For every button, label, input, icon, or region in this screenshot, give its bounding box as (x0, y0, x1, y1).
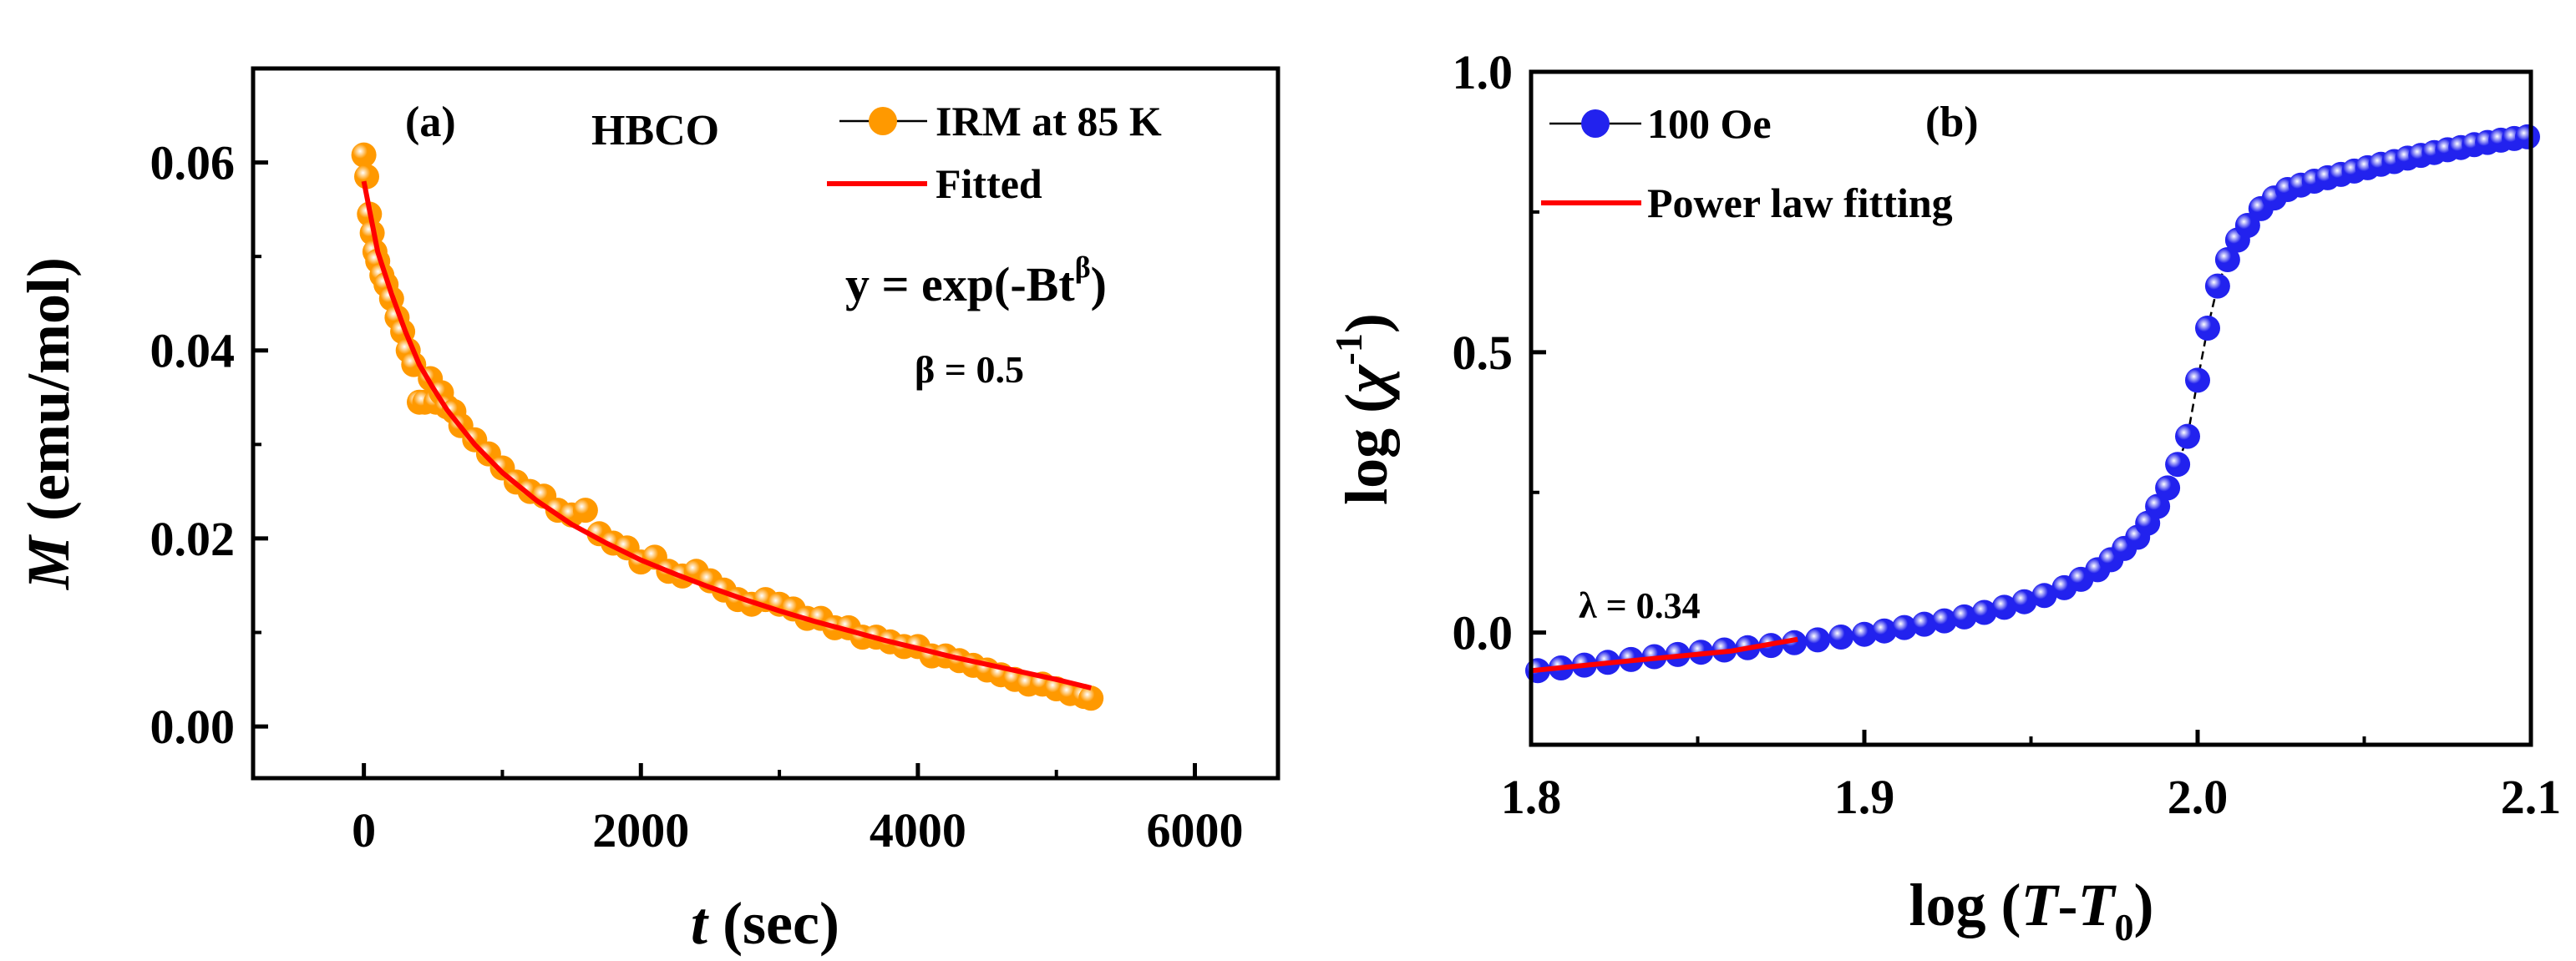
panel-b-x-tick-label: 1.8 (1501, 770, 1562, 824)
panel-b-x-tick-label: 2.0 (2168, 770, 2229, 824)
legend-powerlaw-label: Power law fitting (1647, 180, 1953, 226)
panel-a-x-tick-label: 4000 (870, 803, 966, 857)
equation-annotation: y = exp(-Btβ) (845, 250, 1107, 311)
panel-b-chart: 1.8 1.9 2.0 2.1 0.0 0.5 1.0 (b) 100 Oe Power l… (1327, 45, 2561, 948)
panel-b-data-point (2234, 213, 2260, 238)
panel-a-chart: 0 2000 4000 6000 0.00 0.02 0.04 0.06 (a) HBCO I… (15, 66, 1280, 957)
panel-b-data-point (2175, 423, 2200, 449)
panel-b-y-axis-suffix: ) (1333, 313, 1400, 333)
panel-b-fit-line (1530, 636, 1798, 674)
panel-a-x-axis-var: t (691, 890, 709, 957)
panel-b-x-axis-var1: T (2021, 872, 2061, 938)
panel-b-data-point (2214, 247, 2240, 272)
beta-annotation: β = 0.5 (915, 348, 1024, 391)
panel-a-fit-line (361, 180, 1092, 690)
panel-a-label: (a) (405, 99, 456, 146)
panel-a-y-tick-label: 0.06 (150, 136, 236, 190)
legend-100oe-marker (1581, 109, 1610, 138)
panel-a-data-point (351, 142, 377, 168)
panel-b-data-point (1871, 618, 1897, 644)
panel-a-sample-label: HBCO (591, 107, 719, 154)
panel-a-x-tick-label: 6000 (1147, 803, 1244, 857)
panel-a-y-tick-label: 0.00 (150, 700, 236, 754)
panel-a-y-axis-var: M (15, 534, 82, 590)
panel-a-ticks: 0 2000 4000 6000 0.00 0.02 0.04 0.06 (150, 136, 1244, 857)
panel-a-axes-frame (251, 66, 1280, 781)
panel-b-x-axis-sub: 0 (2114, 906, 2133, 948)
panel-b-y-axis-title: log (χ-1) (1327, 313, 1400, 505)
panel-b-x-axis-prefix: log ( (1909, 872, 2021, 938)
panel-a-x-tick-label: 2000 (592, 803, 689, 857)
panel-b-data-point (2515, 124, 2540, 149)
panel-b-data-point (1971, 599, 1997, 625)
panel-b-x-axis-title: log (T-T0) (1909, 872, 2154, 948)
panel-b-data-point (2011, 589, 2037, 615)
panel-b-y-tick-label: 0.0 (1453, 606, 1514, 660)
equation-superscript: β (1075, 250, 1091, 284)
panel-b-x-tick-label: 1.9 (1834, 770, 1895, 824)
panel-b-x-axis-suffix: ) (2133, 872, 2153, 938)
panel-b-data-point (1805, 627, 1831, 653)
panel-b-data-point (2204, 273, 2230, 299)
panel-a-legend: IRM at 85 K Fitted (827, 98, 1162, 207)
panel-b-data-point (2155, 475, 2181, 501)
panel-a-y-axis-title: M (emu/mol) (15, 257, 82, 590)
panel-b-data-point (1911, 611, 1937, 637)
equation-main: y = exp(-Bt (845, 257, 1075, 311)
panel-a-x-tick-label: 0 (352, 803, 376, 857)
panel-b-x-axis-dash: - (2058, 872, 2078, 938)
panel-b-legend: 100 Oe Power law fitting (1541, 100, 1953, 226)
equation-close: ) (1091, 257, 1107, 311)
panel-a-plot-area (351, 142, 1104, 711)
panel-b-x-tick-label: 2.1 (2501, 770, 2562, 824)
panel-a-y-tick-label: 0.04 (150, 324, 236, 378)
panel-b-ticks: 1.8 1.9 2.0 2.1 0.0 0.5 1.0 (1453, 45, 2562, 824)
legend-irm-label: IRM at 85 K (936, 98, 1162, 144)
panel-b-data-point (2185, 367, 2210, 393)
panel-b-data-point (1931, 608, 1957, 634)
panel-a-data-point (1078, 685, 1104, 711)
panel-b-data-point (1891, 615, 1917, 640)
legend-irm-marker (869, 107, 897, 135)
panel-b-data-point (2145, 493, 2171, 519)
panel-b-data-point (2031, 583, 2057, 609)
panel-a-x-axis-unit: (sec) (707, 890, 839, 957)
panel-b-data-point (2165, 452, 2191, 478)
panel-b-data-point (1852, 621, 1877, 647)
lambda-annotation: λ = 0.34 (1579, 585, 1701, 626)
panel-b-plot-area (1525, 124, 2540, 684)
panel-a-data-point (572, 498, 598, 523)
panel-b-data-point (2195, 316, 2220, 341)
panel-b-data-point (1828, 625, 1854, 650)
panel-b-y-tick-label: 0.5 (1453, 326, 1514, 380)
panel-b-data-point (1782, 630, 1808, 655)
panel-b-x-axis-var2: T (2077, 872, 2117, 938)
panel-b-y-axis-sup: -1 (1327, 333, 1370, 365)
panel-a-data-point (401, 352, 427, 377)
panel-a-y-axis-unit: (emu/mol) (15, 257, 82, 536)
panel-b-y-axis-prefix: log ( (1333, 393, 1400, 505)
legend-fitted-label: Fitted (936, 160, 1042, 207)
panel-b-data-point (1951, 604, 1977, 630)
panel-b-label: (b) (1925, 99, 1979, 146)
legend-100oe-label: 100 Oe (1647, 100, 1772, 147)
panel-b-data-point (1991, 594, 2017, 620)
panel-a-y-tick-label: 0.02 (150, 512, 236, 566)
panel-b-y-tick-label: 1.0 (1453, 45, 1514, 99)
panel-a-data-point (354, 164, 379, 190)
panel-a-x-axis-title: t (sec) (691, 890, 839, 957)
